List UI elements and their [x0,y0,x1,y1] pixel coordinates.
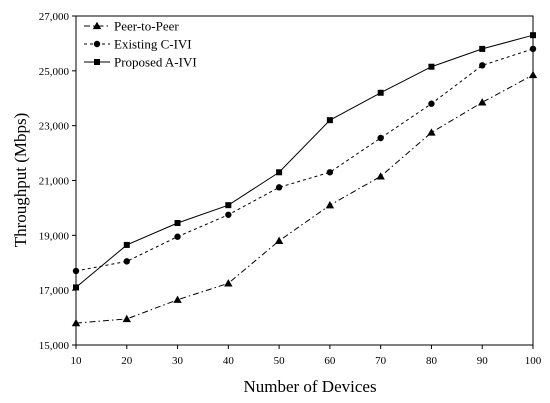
data-point [276,169,283,176]
data-point [225,211,232,218]
series-square [73,32,536,291]
data-point [123,241,130,248]
data-point [174,219,181,226]
series-line [75,48,534,272]
x-tick-label: 80 [426,355,438,367]
data-point [224,279,233,287]
data-point [123,258,130,265]
x-tick-label: 50 [274,355,286,367]
legend-marker [92,21,102,30]
legend-item: Peer-to-Peer [84,19,179,34]
legend-label: Peer-to-Peer [114,19,179,34]
data-point [274,236,284,244]
x-tick-label: 40 [223,355,235,367]
series-line [75,74,534,324]
y-tick-label: 21,000 [39,176,70,188]
legend-item: Proposed A-IVI [84,55,197,70]
x-tick-label: 100 [525,355,542,367]
y-tick-label: 25,000 [39,66,70,78]
data-point [530,32,536,39]
y-tick-label: 27,000 [39,11,70,23]
data-point [73,284,79,291]
data-point [72,267,80,275]
data-point [377,134,384,142]
data-point [376,172,385,180]
series-layer [71,32,538,327]
legend-marker [93,40,101,48]
y-tick-label: 15,000 [39,340,70,352]
data-point [478,98,487,106]
x-tick-label: 90 [477,355,489,367]
data-point [479,45,486,52]
axes-layer: 15,000 17,000 19,000 21,000 23,000 25,000 27,0… [39,11,542,367]
data-point [529,45,537,53]
data-point [428,63,435,70]
legend-label: Existing C-IVI [114,37,192,52]
legend-marker [94,59,100,65]
y-tick-label: 23,000 [39,121,70,133]
data-point [479,62,486,69]
series-line [75,34,534,288]
data-point [225,202,232,209]
x-tick-label: 10 [71,355,83,367]
data-point [71,318,81,327]
data-point [377,89,384,96]
data-point [325,200,335,209]
y-axis-title: Throughput (Mbps) [11,113,30,248]
x-tick-label: 30 [172,355,184,367]
x-axis-title: Number of Devices [243,377,376,396]
data-point [428,100,435,107]
legend: Peer-to-Peer Existing C-IVI Proposed A-IVI [84,19,197,70]
data-point [326,169,334,176]
legend-item: Existing C-IVI [84,37,192,52]
y-tick-label: 19,000 [39,230,70,242]
legend-label: Proposed A-IVI [114,55,197,70]
x-tick-label: 20 [121,355,133,367]
data-point [326,117,333,124]
data-point [275,184,283,191]
data-point [173,295,182,303]
x-tick-label: 60 [324,355,336,367]
series-circle [72,45,537,275]
data-point [122,314,131,323]
series-triangle [71,70,538,327]
y-tick-label: 17,000 [39,285,70,297]
x-tick-label: 70 [375,355,387,367]
data-point [528,70,538,79]
data-point [427,128,436,136]
data-point [174,233,181,240]
